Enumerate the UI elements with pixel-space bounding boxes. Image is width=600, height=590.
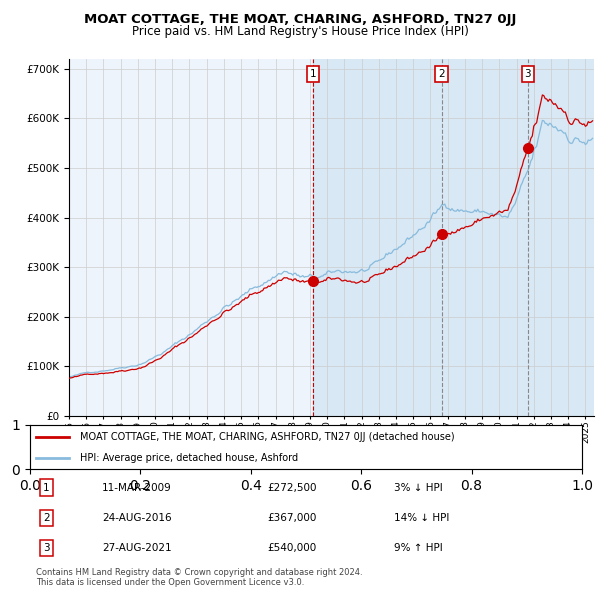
Text: 1: 1 xyxy=(310,69,317,79)
Text: MOAT COTTAGE, THE MOAT, CHARING, ASHFORD, TN27 0JJ (detached house): MOAT COTTAGE, THE MOAT, CHARING, ASHFORD… xyxy=(80,432,454,442)
Text: 9% ↑ HPI: 9% ↑ HPI xyxy=(394,543,443,553)
Text: 1: 1 xyxy=(43,483,50,493)
Text: 2: 2 xyxy=(439,69,445,79)
Text: 24-AUG-2016: 24-AUG-2016 xyxy=(102,513,172,523)
Text: 14% ↓ HPI: 14% ↓ HPI xyxy=(394,513,449,523)
Text: Price paid vs. HM Land Registry's House Price Index (HPI): Price paid vs. HM Land Registry's House … xyxy=(131,25,469,38)
Text: 27-AUG-2021: 27-AUG-2021 xyxy=(102,543,172,553)
Text: 2: 2 xyxy=(43,513,50,523)
Text: £272,500: £272,500 xyxy=(268,483,317,493)
Text: 11-MAR-2009: 11-MAR-2009 xyxy=(102,483,172,493)
Text: £540,000: £540,000 xyxy=(268,543,317,553)
Text: Contains HM Land Registry data © Crown copyright and database right 2024.
This d: Contains HM Land Registry data © Crown c… xyxy=(36,568,362,587)
Text: 3: 3 xyxy=(43,543,50,553)
Text: 3: 3 xyxy=(524,69,531,79)
Text: £367,000: £367,000 xyxy=(268,513,317,523)
Text: MOAT COTTAGE, THE MOAT, CHARING, ASHFORD, TN27 0JJ: MOAT COTTAGE, THE MOAT, CHARING, ASHFORD… xyxy=(84,13,516,26)
Text: 3% ↓ HPI: 3% ↓ HPI xyxy=(394,483,443,493)
Text: HPI: Average price, detached house, Ashford: HPI: Average price, detached house, Ashf… xyxy=(80,453,298,463)
Bar xyxy=(313,59,594,416)
